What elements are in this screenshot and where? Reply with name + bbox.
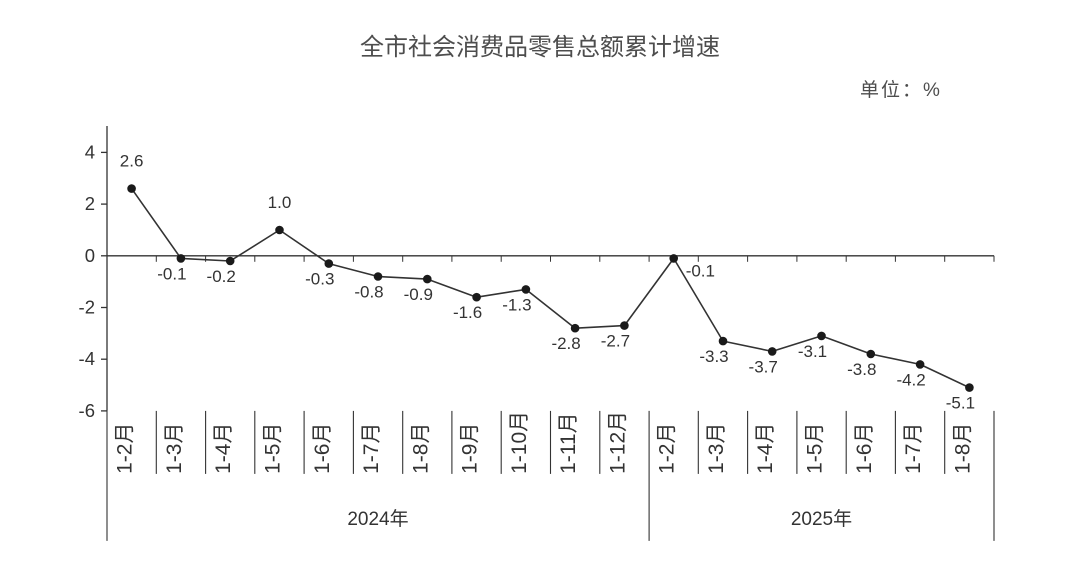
svg-text:0: 0 [85, 245, 95, 266]
svg-text:1-4月: 1-4月 [754, 423, 777, 474]
svg-text:1-6月: 1-6月 [311, 423, 334, 474]
svg-text:2: 2 [85, 193, 95, 214]
svg-text:1-8月: 1-8月 [409, 423, 432, 474]
svg-text:1-5月: 1-5月 [262, 423, 285, 474]
svg-text:-0.8: -0.8 [354, 283, 383, 302]
svg-text:-2.7: -2.7 [601, 332, 630, 351]
svg-text:-3.8: -3.8 [847, 360, 876, 379]
svg-text:1-12月: 1-12月 [606, 411, 629, 474]
svg-text:-0.1: -0.1 [157, 264, 186, 283]
svg-text:1.0: 1.0 [268, 193, 292, 212]
svg-text:-3.7: -3.7 [749, 357, 778, 376]
svg-text:-6: -6 [79, 400, 95, 421]
svg-text:1-2月: 1-2月 [114, 423, 137, 474]
svg-text:1-7月: 1-7月 [902, 423, 925, 474]
svg-text:1-8月: 1-8月 [951, 423, 974, 474]
svg-text:-0.9: -0.9 [404, 285, 433, 304]
svg-text:1-9月: 1-9月 [459, 423, 482, 474]
svg-text:2025年: 2025年 [791, 508, 852, 530]
svg-text:1-3月: 1-3月 [163, 423, 186, 474]
svg-text:-1.6: -1.6 [453, 303, 482, 322]
svg-text:1-5月: 1-5月 [804, 423, 827, 474]
svg-text:2024年: 2024年 [347, 508, 408, 530]
svg-text:-0.3: -0.3 [305, 270, 334, 289]
svg-text:2.6: 2.6 [120, 152, 144, 171]
svg-text:-0.2: -0.2 [207, 267, 236, 286]
svg-text:1-11月: 1-11月 [557, 412, 580, 473]
svg-text:1-10月: 1-10月 [508, 411, 531, 474]
svg-text:1-3月: 1-3月 [705, 423, 728, 474]
svg-text:-1.3: -1.3 [502, 295, 531, 314]
svg-text:-3.3: -3.3 [699, 347, 728, 366]
svg-text:1-6月: 1-6月 [853, 423, 876, 474]
svg-text:4: 4 [85, 141, 95, 162]
svg-text:-3.1: -3.1 [798, 342, 827, 361]
svg-text:-0.1: -0.1 [686, 261, 715, 280]
svg-text:1-4月: 1-4月 [212, 423, 235, 474]
svg-text:-4: -4 [79, 348, 95, 369]
svg-text:-2.8: -2.8 [551, 334, 580, 353]
svg-text:-5.1: -5.1 [946, 394, 975, 413]
svg-text:1-7月: 1-7月 [360, 423, 383, 474]
svg-text:1-2月: 1-2月 [656, 423, 679, 474]
svg-text:-2: -2 [79, 297, 95, 318]
svg-text:-4.2: -4.2 [896, 370, 925, 389]
